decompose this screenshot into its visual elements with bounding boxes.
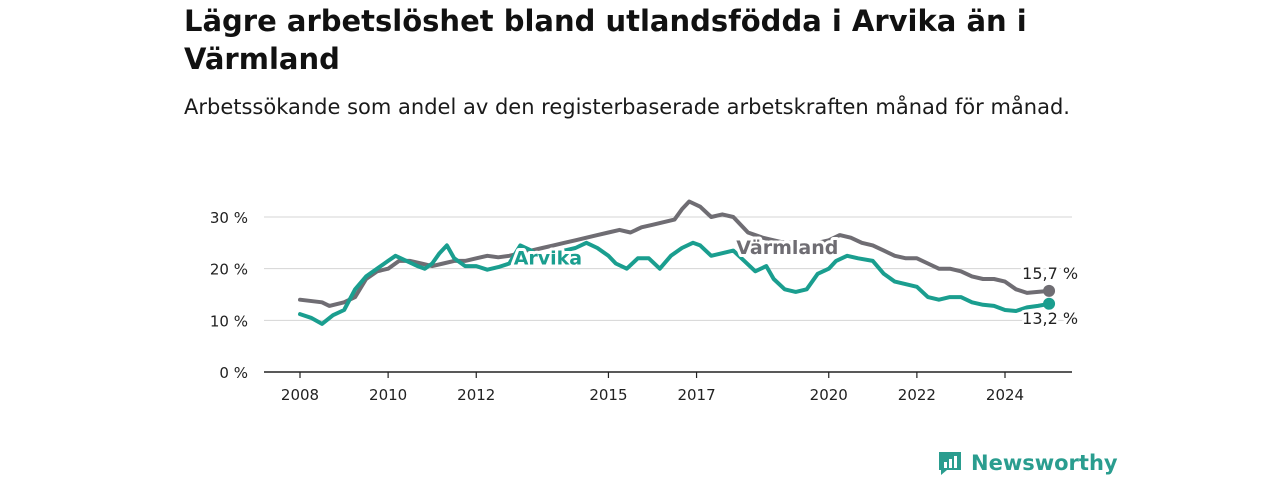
newsworthy-logo-icon xyxy=(939,452,961,475)
axes: 0 % 10 % 20 % 30 % 2008 2010 2012 2015 2017 2020 2… xyxy=(210,209,1072,404)
end-value-label-arvika: 13,2 % xyxy=(1022,309,1078,328)
series-line-varmland xyxy=(298,199,1052,308)
series-label-varmland-halo: Värmland xyxy=(736,237,838,259)
y-tick-label: 30 % xyxy=(210,209,248,227)
y-tick-label: 10 % xyxy=(210,312,248,330)
x-tick-label: 2015 xyxy=(589,386,627,404)
y-tick-label: 20 % xyxy=(210,261,248,279)
chart-subtitle: Arbetssökande som andel av den registerb… xyxy=(184,95,1070,119)
end-value-label-varmland: 15,7 % xyxy=(1022,264,1078,283)
x-tick-label: 2010 xyxy=(369,386,407,404)
series-label-arvika-halo: Arvika xyxy=(514,248,582,270)
series-label-varmland: Värmland xyxy=(736,237,838,259)
series-line-arvika xyxy=(298,240,1052,326)
series-label-arvika: Arvika xyxy=(514,248,582,270)
y-tick-label: 0 % xyxy=(219,364,248,382)
end-value-label-varmland-halo: 15,7 % xyxy=(1022,264,1078,283)
end-value-label-arvika-halo: 13,2 % xyxy=(1022,309,1078,328)
x-tick-label: 2012 xyxy=(457,386,495,404)
x-tick-label: 2020 xyxy=(810,386,848,404)
x-tick-label: 2017 xyxy=(677,386,715,404)
newsworthy-logo: Newsworthy xyxy=(937,448,1118,478)
chart-title: Lägre arbetslöshet bland utlandsfödda i … xyxy=(184,4,1027,76)
brand-name: Newsworthy xyxy=(971,451,1118,475)
x-tick-label: 2024 xyxy=(986,386,1024,404)
x-tick-label: 2008 xyxy=(281,386,319,404)
x-tick-label: 2022 xyxy=(898,386,936,404)
series-endpoint-arvika xyxy=(1043,297,1056,310)
series-endpoint-varmland xyxy=(1043,284,1056,297)
series-lines xyxy=(298,199,1056,326)
